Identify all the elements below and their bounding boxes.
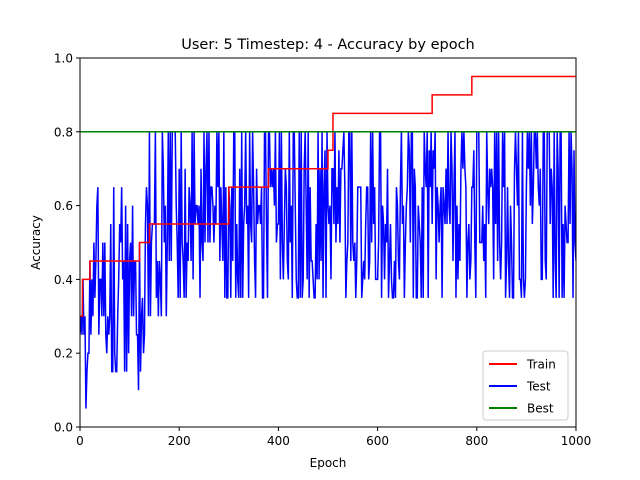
legend-label-test: Test	[526, 380, 551, 394]
legend-label-train: Train	[526, 358, 556, 372]
x-tick-label: 1000	[561, 434, 592, 448]
series-line-train	[80, 75, 576, 318]
y-tick-label: 0.2	[54, 347, 73, 361]
y-tick-label: 0.0	[54, 421, 73, 435]
y-tick-label: 0.8	[54, 125, 73, 139]
legend-label-best: Best	[527, 402, 554, 416]
y-axis: 0.0 0.2 0.4 0.6 0.8 1.0	[54, 52, 80, 435]
x-axis-label: Epoch	[310, 456, 347, 470]
x-axis: 0 200 400 600 800 1000	[76, 427, 591, 448]
series-line-test	[80, 131, 576, 409]
y-tick-label: 1.0	[54, 52, 73, 66]
chart-title: User: 5 Timestep: 4 - Accuracy by epoch	[181, 37, 475, 53]
x-tick-label: 200	[168, 434, 191, 448]
x-tick-label: 800	[465, 434, 488, 448]
x-tick-label: 600	[366, 434, 389, 448]
x-tick-label: 0	[76, 434, 84, 448]
legend: Train Test Best	[482, 350, 569, 421]
plot-frame	[79, 57, 577, 428]
x-tick-label: 400	[267, 434, 290, 448]
y-tick-label: 0.6	[54, 199, 73, 213]
series-layer	[80, 75, 576, 409]
y-axis-label: Accuracy	[29, 215, 43, 270]
y-tick-label: 0.4	[54, 273, 73, 287]
legend-box	[482, 350, 569, 421]
